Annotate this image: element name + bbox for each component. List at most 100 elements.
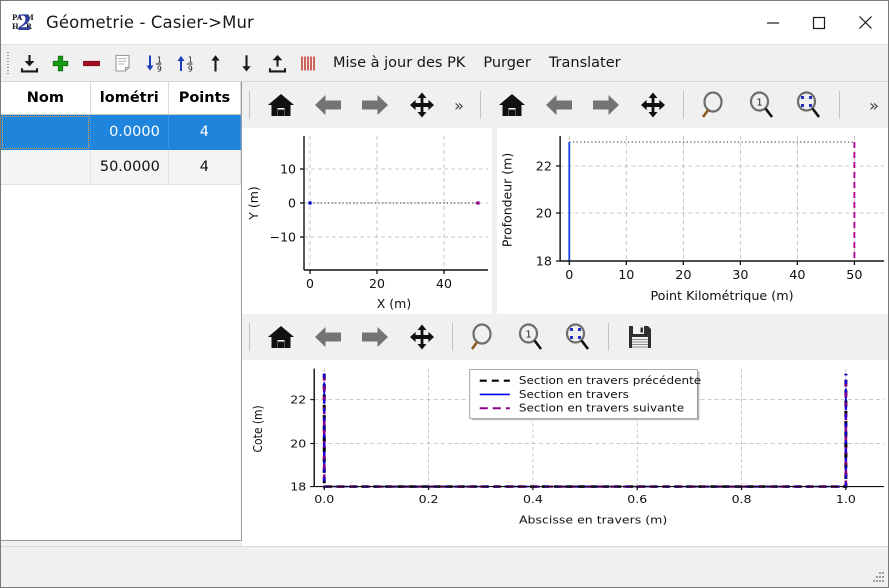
svg-text:Profondeur (m): Profondeur (m) [499,153,514,247]
toolbar-grip[interactable] [3,50,12,76]
toolbar-separator [608,323,609,351]
move-down-icon[interactable] [231,48,262,79]
svg-text:40: 40 [789,267,805,282]
svg-text:X (m): X (m) [377,296,411,311]
status-bar [1,546,888,587]
cell-points[interactable]: 4 [168,149,241,185]
column-header-pk[interactable]: lométri [90,82,169,115]
home-icon[interactable] [257,85,304,125]
cell-points[interactable]: 4 [168,114,241,150]
forward-arrow-icon[interactable] [351,317,398,357]
svg-text:0.4: 0.4 [523,493,543,506]
back-arrow-icon[interactable] [304,85,351,125]
zoom-icon[interactable] [691,85,738,125]
svg-text:0.0: 0.0 [314,493,334,506]
zoom-fit-icon[interactable] [785,85,832,125]
column-header-nom[interactable]: Nom [1,82,91,115]
bottom-chart-row: 0.0 0.2 0.4 0.6 0.8 1.0 22 20 18 Absciss… [242,360,888,546]
chart-legend: Section en travers précédente Section en… [469,369,701,421]
maximize-icon[interactable] [796,1,842,44]
svg-text:0.2: 0.2 [419,493,439,506]
main-body: Nom lométri Points 0.0000 4 50.0000 4 [1,82,888,546]
purge-button[interactable]: Purger [483,55,531,71]
svg-text:10: 10 [280,162,296,177]
toolbar-separator [452,323,453,351]
sections-bars-icon[interactable] [293,48,324,79]
svg-text:1: 1 [188,55,193,64]
section-en-travers-chart[interactable]: 0.0 0.2 0.4 0.6 0.8 1.0 22 20 18 Absciss… [242,360,888,546]
table-empty-area [1,185,241,540]
pan-move-icon[interactable] [398,85,445,125]
cell-nom[interactable] [1,114,91,150]
svg-text:0.8: 0.8 [732,493,752,506]
window-controls [750,1,888,44]
resize-grip[interactable] [869,568,885,584]
svg-text:1.0: 1.0 [836,493,856,506]
zoom-fit-icon[interactable] [554,317,601,357]
svg-text:Cote (m): Cote (m) [250,405,265,452]
svg-text:Y (m): Y (m) [246,186,261,221]
zoom-one-icon[interactable]: 1 [738,85,785,125]
minimize-icon[interactable] [750,1,796,44]
top-plot-toolbars: » 1 [242,82,888,128]
svg-text:0: 0 [306,276,314,291]
column-header-points[interactable]: Points [168,82,241,115]
svg-text:Section en travers suivante: Section en travers suivante [519,402,684,414]
toolbar-overflow-chevron[interactable]: » [454,95,464,115]
move-up-icon[interactable] [200,48,231,79]
home-icon[interactable] [488,85,535,125]
profil-en-long-chart[interactable]: 0 10 20 30 40 50 22 20 18 Point Kilométr… [497,128,888,314]
plots-panel: » 1 [242,82,888,546]
import-icon[interactable] [14,48,45,79]
geometry-table[interactable]: Nom lométri Points 0.0000 4 50.0000 4 [1,82,241,185]
toolbar-overflow-chevron[interactable]: » [869,95,879,115]
plan-view-chart[interactable]: 0 20 40 10 0 −10 X (m) Y (m) [242,128,492,314]
svg-text:Section en travers précédente: Section en travers précédente [519,375,701,387]
svg-text:50: 50 [846,267,862,282]
save-floppy-icon[interactable] [616,317,663,357]
forward-arrow-icon[interactable] [582,85,629,125]
home-icon[interactable] [257,317,304,357]
svg-text:20: 20 [290,437,306,450]
svg-text:22: 22 [536,159,552,174]
close-icon[interactable] [842,1,888,44]
svg-text:1: 1 [525,330,531,341]
toolbar-separator [480,91,481,119]
back-arrow-icon[interactable] [304,317,351,357]
forward-arrow-icon[interactable] [351,85,398,125]
svg-text:Section en travers: Section en travers [519,389,629,401]
table-row[interactable]: 50.0000 4 [1,149,241,185]
pan-move-icon[interactable] [398,317,445,357]
translate-button[interactable]: Translater [548,55,621,71]
table-header-row: Nom lométri Points [1,82,241,115]
update-pk-button[interactable]: Mise à jour des PK [333,55,466,71]
edit-note-icon[interactable] [107,48,138,79]
svg-text:0: 0 [565,267,573,282]
export-icon[interactable] [262,48,293,79]
top-charts-row: 0 20 40 10 0 −10 X (m) Y (m) [242,128,888,314]
cell-pk[interactable]: 50.0000 [90,149,169,185]
svg-text:9: 9 [188,64,193,73]
toolbar-separator [249,91,250,119]
main-toolbar: 1 9 1 9 [1,45,888,82]
svg-text:40: 40 [436,276,452,291]
toolbar-separator [683,91,684,119]
back-arrow-icon[interactable] [535,85,582,125]
delete-minus-icon[interactable] [76,48,107,79]
zoom-one-icon[interactable]: 1 [507,317,554,357]
svg-text:0.6: 0.6 [627,493,647,506]
table-row[interactable]: 0.0000 4 [1,114,241,150]
svg-text:1: 1 [157,55,162,64]
zoom-icon[interactable] [460,317,507,357]
pan-move-icon[interactable] [629,85,676,125]
cell-nom[interactable] [1,149,91,185]
window-title: Géometrie - Casier->Mur [46,13,254,32]
svg-text:30: 30 [732,267,748,282]
add-plus-icon[interactable] [45,48,76,79]
sort-ascending-icon[interactable]: 1 9 [169,48,200,79]
cell-pk[interactable]: 0.0000 [90,114,169,150]
sort-descending-icon[interactable]: 1 9 [138,48,169,79]
